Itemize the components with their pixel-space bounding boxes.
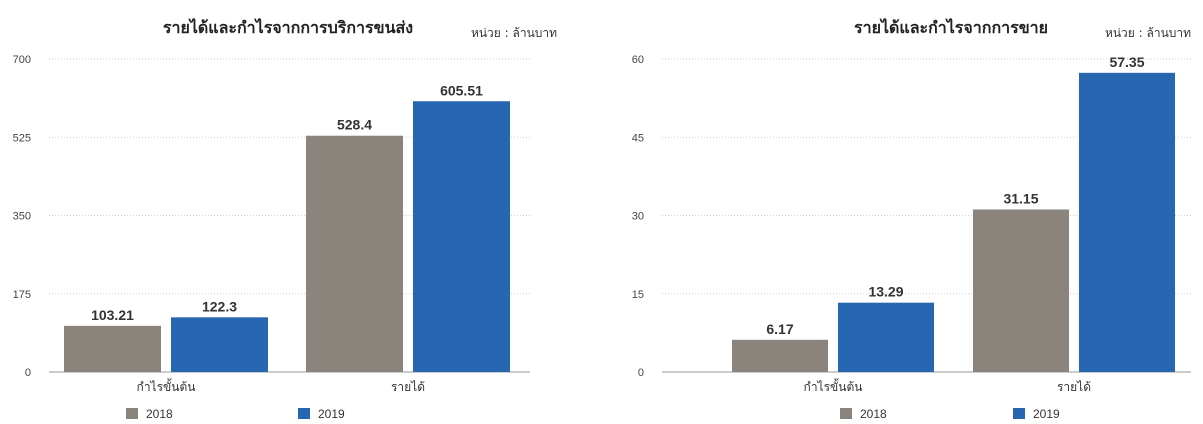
data-label: 13.29 xyxy=(868,284,903,300)
bar-2018-0 xyxy=(64,325,161,372)
legend-swatch-2019 xyxy=(1013,408,1025,419)
bar-2019-1 xyxy=(413,101,510,373)
legend-label: 2019 xyxy=(318,407,345,421)
y-tick-label: 525 xyxy=(13,132,31,144)
data-label: 6.17 xyxy=(766,321,793,337)
chart-panel-transport: รายได้และกำไรจากการบริการขนส่ง หน่วย : ล้… xyxy=(0,0,590,424)
y-tick-label: 175 xyxy=(13,289,31,301)
data-label: 605.51 xyxy=(440,82,483,98)
legend-label: 2019 xyxy=(1033,407,1060,421)
bar-2019-0 xyxy=(171,317,268,372)
x-category-label: กำไรขั้นต้น xyxy=(137,378,196,394)
bar-2019-0 xyxy=(838,302,934,372)
unit-label: หน่วย : ล้านบาท xyxy=(1105,26,1191,40)
y-tick-label: 0 xyxy=(638,367,644,379)
x-category-label: กำไรขั้นต้น xyxy=(804,378,863,394)
legend-label: 2018 xyxy=(146,407,173,421)
data-label: 122.3 xyxy=(202,298,237,314)
legend-swatch-2018 xyxy=(840,408,852,419)
data-label: 31.15 xyxy=(1003,191,1038,207)
y-tick-label: 45 xyxy=(632,132,644,144)
unit-label: หน่วย : ล้านบาท xyxy=(471,26,557,40)
chart-transport-svg: รายได้และกำไรจากการบริการขนส่ง หน่วย : ล้… xyxy=(13,18,558,421)
y-tick-label: 30 xyxy=(632,211,644,223)
bar-2018-1 xyxy=(306,135,403,372)
x-category-label: รายได้ xyxy=(391,380,425,394)
data-label: 103.21 xyxy=(91,307,134,323)
y-tick-label: 700 xyxy=(13,54,31,66)
data-label: 528.4 xyxy=(337,117,372,133)
bar-2018-0 xyxy=(732,339,828,372)
x-category-label: รายได้ xyxy=(1057,380,1091,394)
chart-sales-svg: รายได้และกำไรจากการขาย หน่วย : ล้านบาท 0 15… xyxy=(632,18,1191,421)
chart-panel-sales: รายได้และกำไรจากการขาย หน่วย : ล้านบาท 0 15… xyxy=(613,0,1203,424)
data-label: 57.35 xyxy=(1109,54,1144,70)
legend-label: 2018 xyxy=(860,407,887,421)
bar-2019-1 xyxy=(1079,72,1175,373)
bar-2018-1 xyxy=(973,209,1069,372)
legend-swatch-2018 xyxy=(126,408,138,419)
y-tick-label: 60 xyxy=(632,54,644,66)
y-tick-label: 350 xyxy=(13,211,31,223)
legend-swatch-2019 xyxy=(298,408,310,419)
y-tick-label: 15 xyxy=(632,289,644,301)
chart-title: รายได้และกำไรจากการขาย xyxy=(854,18,1048,37)
y-tick-label: 0 xyxy=(25,367,31,379)
chart-title: รายได้และกำไรจากการบริการขนส่ง xyxy=(163,18,413,37)
